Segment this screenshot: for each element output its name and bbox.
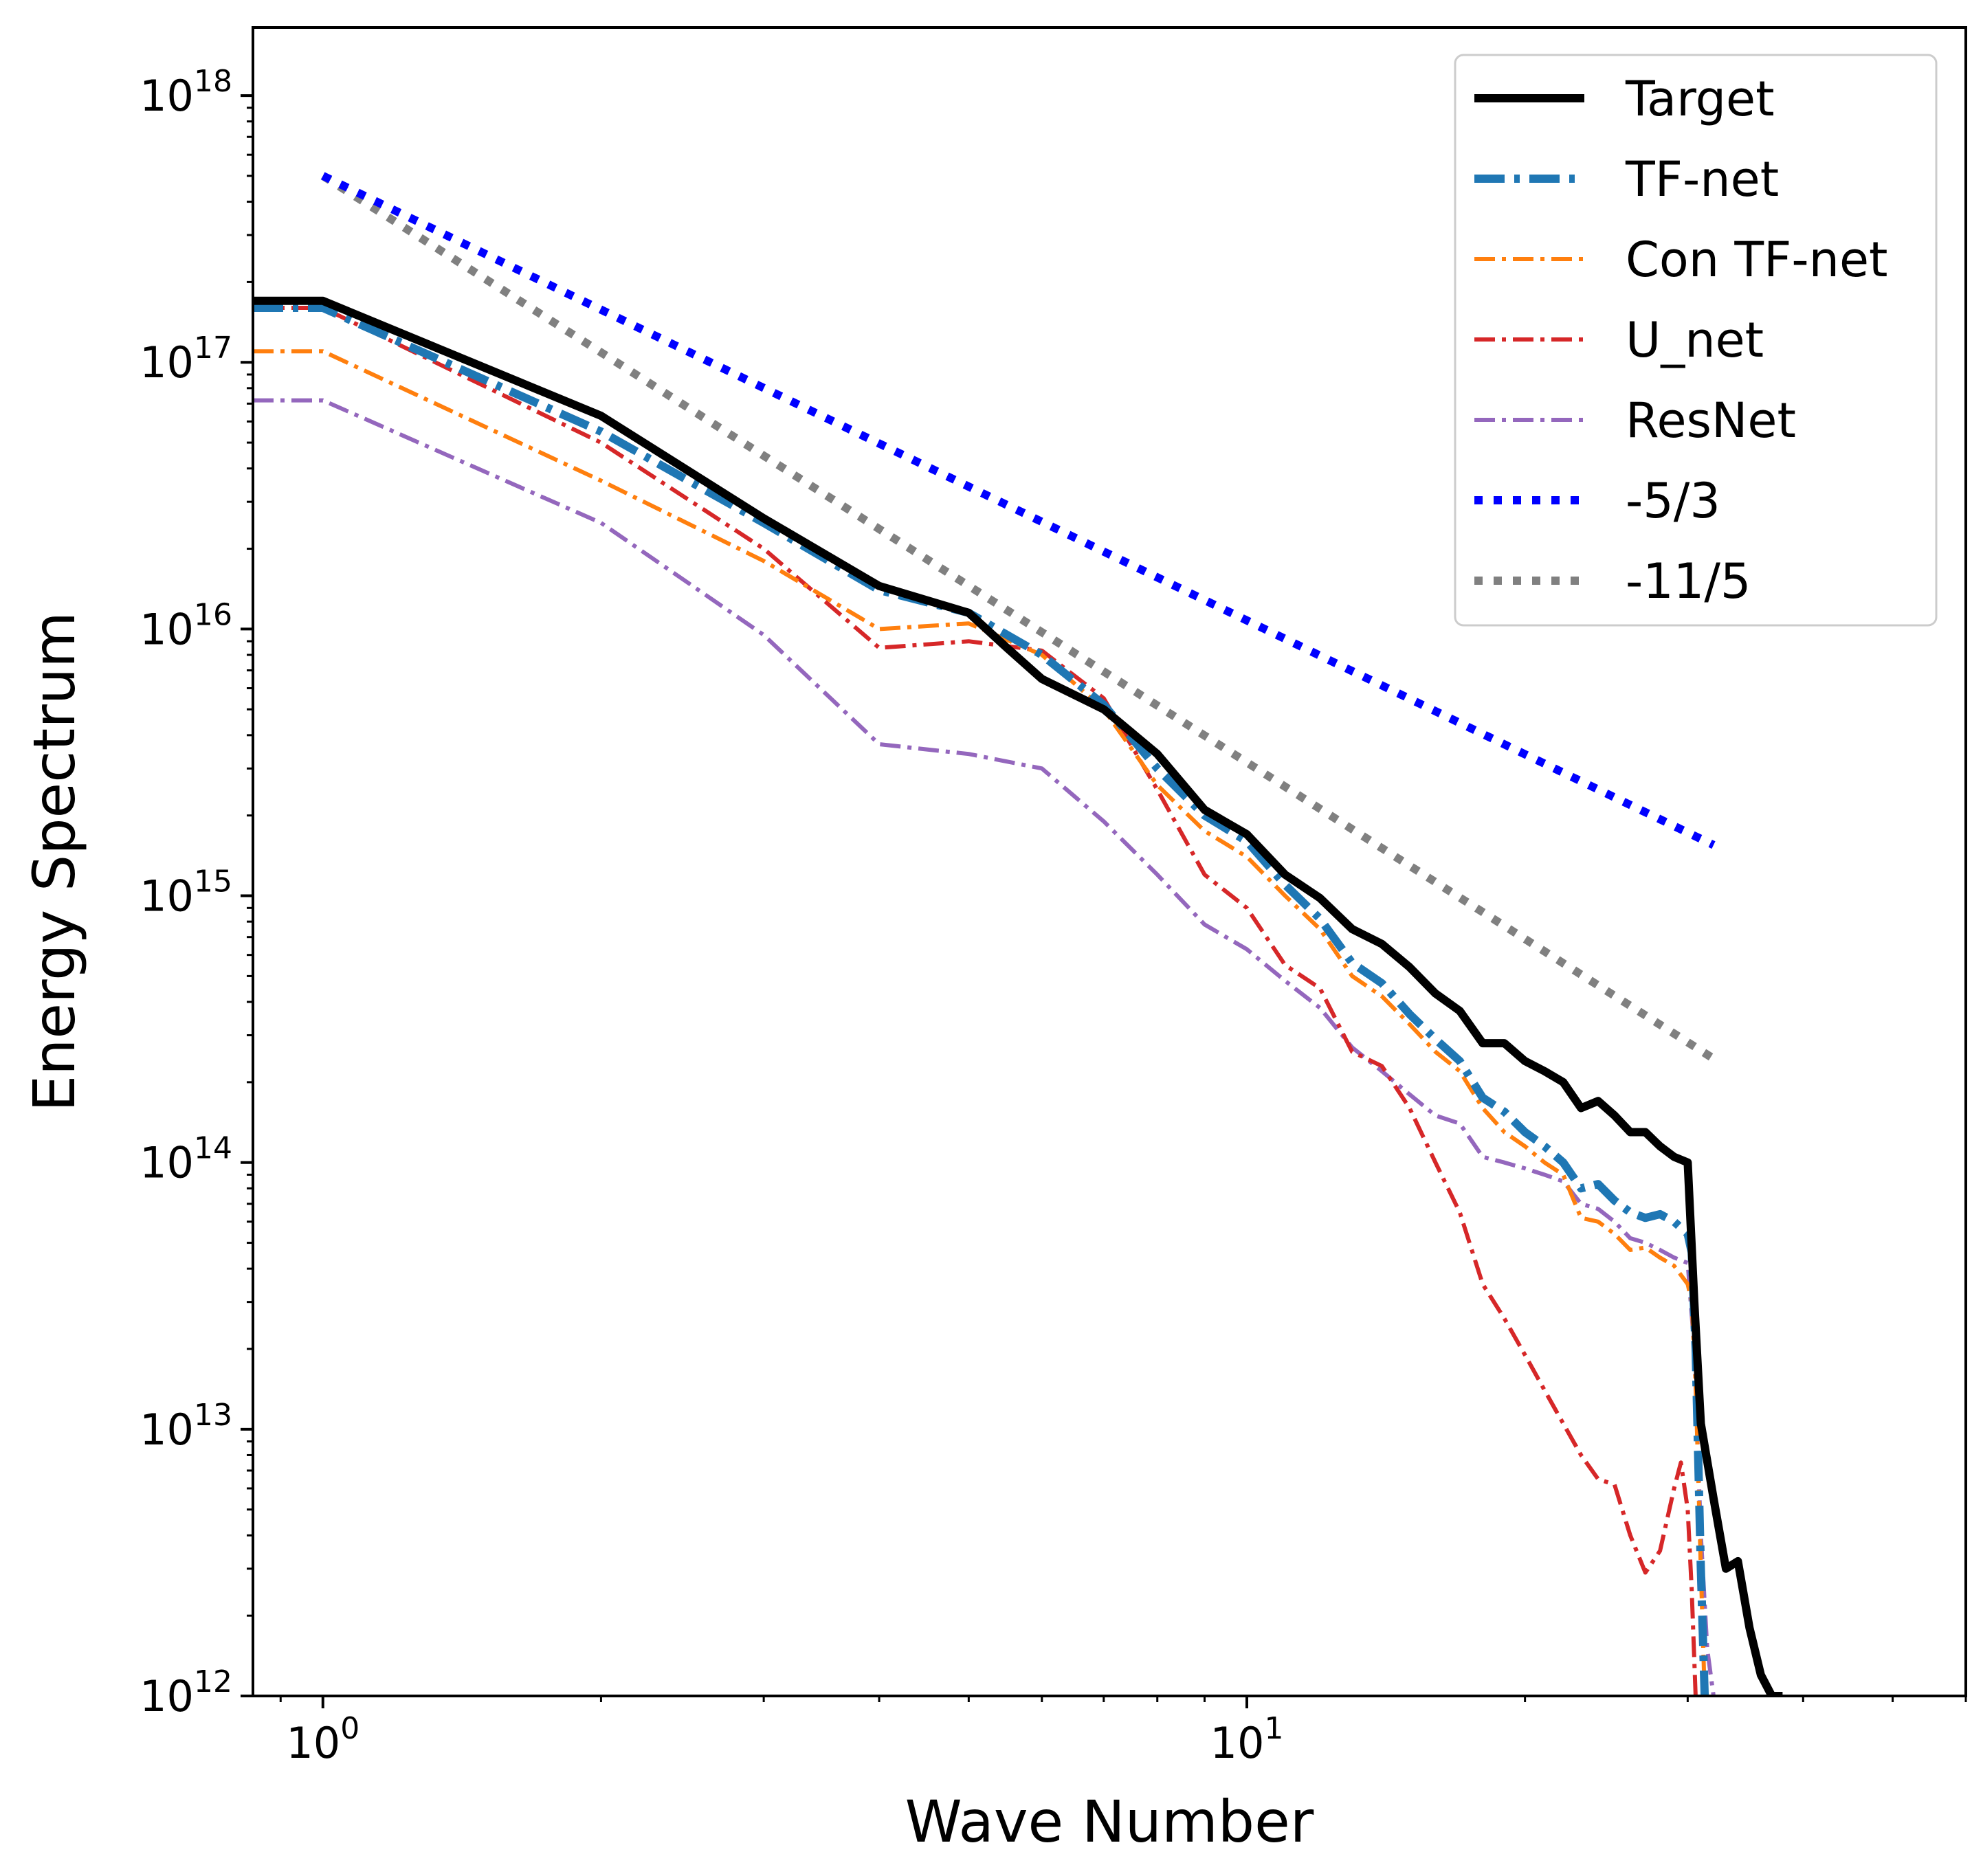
x-axis-title: Wave Number (905, 1788, 1314, 1855)
legend-label-5-3: -5/3 (1626, 473, 1720, 529)
legend-label-u-net: U_net (1626, 312, 1764, 368)
y-tick-label: 1013 (140, 1398, 232, 1455)
legend-label-tf-net: TF-net (1625, 151, 1779, 208)
legend-label-11-5: -11/5 (1626, 553, 1751, 610)
y-tick-label: 1016 (140, 597, 232, 654)
y-axis-title: Energy Spectrum (21, 612, 88, 1112)
y-tick-label: 1018 (140, 64, 232, 121)
legend-label-resnet: ResNet (1626, 392, 1796, 449)
y-tick-label: 1015 (140, 864, 232, 922)
x-tick-label: 100 (286, 1711, 359, 1768)
x-tick-label: 101 (1210, 1711, 1284, 1768)
legend-label-target: Target (1625, 71, 1775, 127)
legend-items: Target TF-net Con TF-net U_net ResNet -5/3 -11… (1474, 71, 1887, 610)
y-tick-label: 1014 (140, 1131, 232, 1188)
series-line-con-tf-net (253, 349, 1707, 1696)
ticks-layer: 1012 1013 1014 1015 1016 1017 1018 100 101 (140, 64, 1967, 1768)
series-line-tf-net (253, 304, 1709, 1696)
plot-frame (252, 26, 1967, 1697)
series-line-resnet (253, 398, 1716, 1696)
y-tick-label: 1017 (140, 331, 232, 388)
y-tick-label: 1012 (140, 1664, 232, 1721)
legend-label-con-tf-net: Con TF-net (1626, 232, 1887, 288)
legend: Target TF-net Con TF-net U_net ResNet -5/3 -11… (1454, 54, 1938, 627)
legend-frame (1454, 54, 1938, 627)
series-layer (253, 172, 1783, 1696)
series-line-11-5 (320, 172, 1716, 1062)
series-line-target (253, 296, 1783, 1696)
series-line-5-3 (321, 172, 1716, 849)
